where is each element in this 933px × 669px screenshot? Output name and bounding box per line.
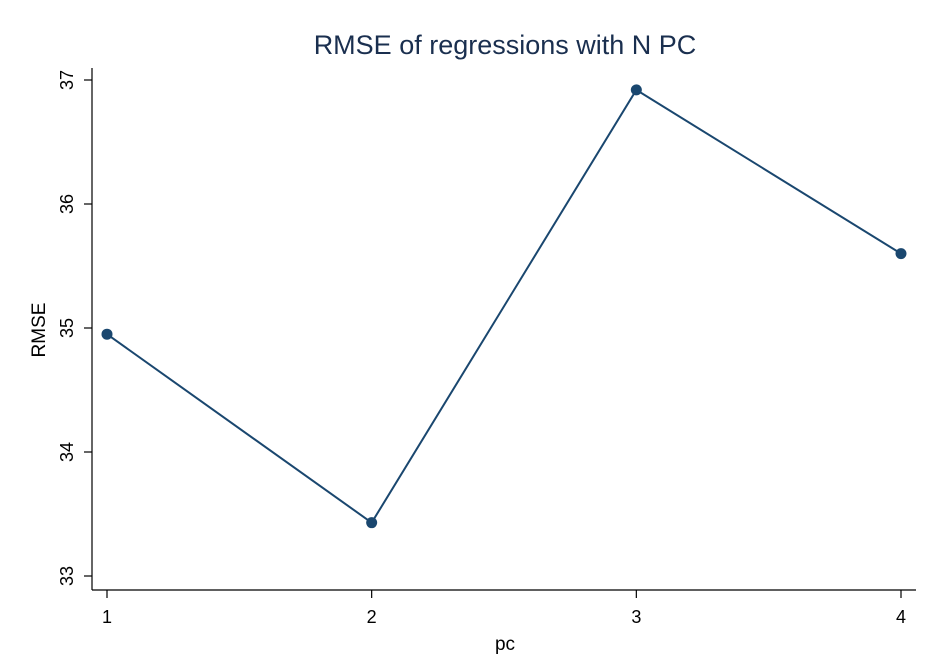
data-point [101,328,113,340]
series-line [106,88,902,525]
x-tick-label: 3 [631,607,641,627]
x-tick-label: 2 [367,607,377,627]
chart-title: RMSE of regressions with N PC [314,30,697,60]
x-tick-label: 4 [896,607,906,627]
y-tick-label: 33 [57,566,77,586]
data-point [895,248,907,260]
y-tick-label: 35 [57,318,77,338]
x-axis-label: pc [495,634,515,655]
data-point [366,517,378,529]
y-tick-label: 36 [57,194,77,214]
y-tick-label: 34 [57,442,77,462]
x-tick-label: 1 [102,607,112,627]
series-layer [101,84,907,529]
y-tick-label: 37 [57,70,77,90]
data-point [630,84,642,96]
y-axis-label: RMSE [29,303,50,358]
